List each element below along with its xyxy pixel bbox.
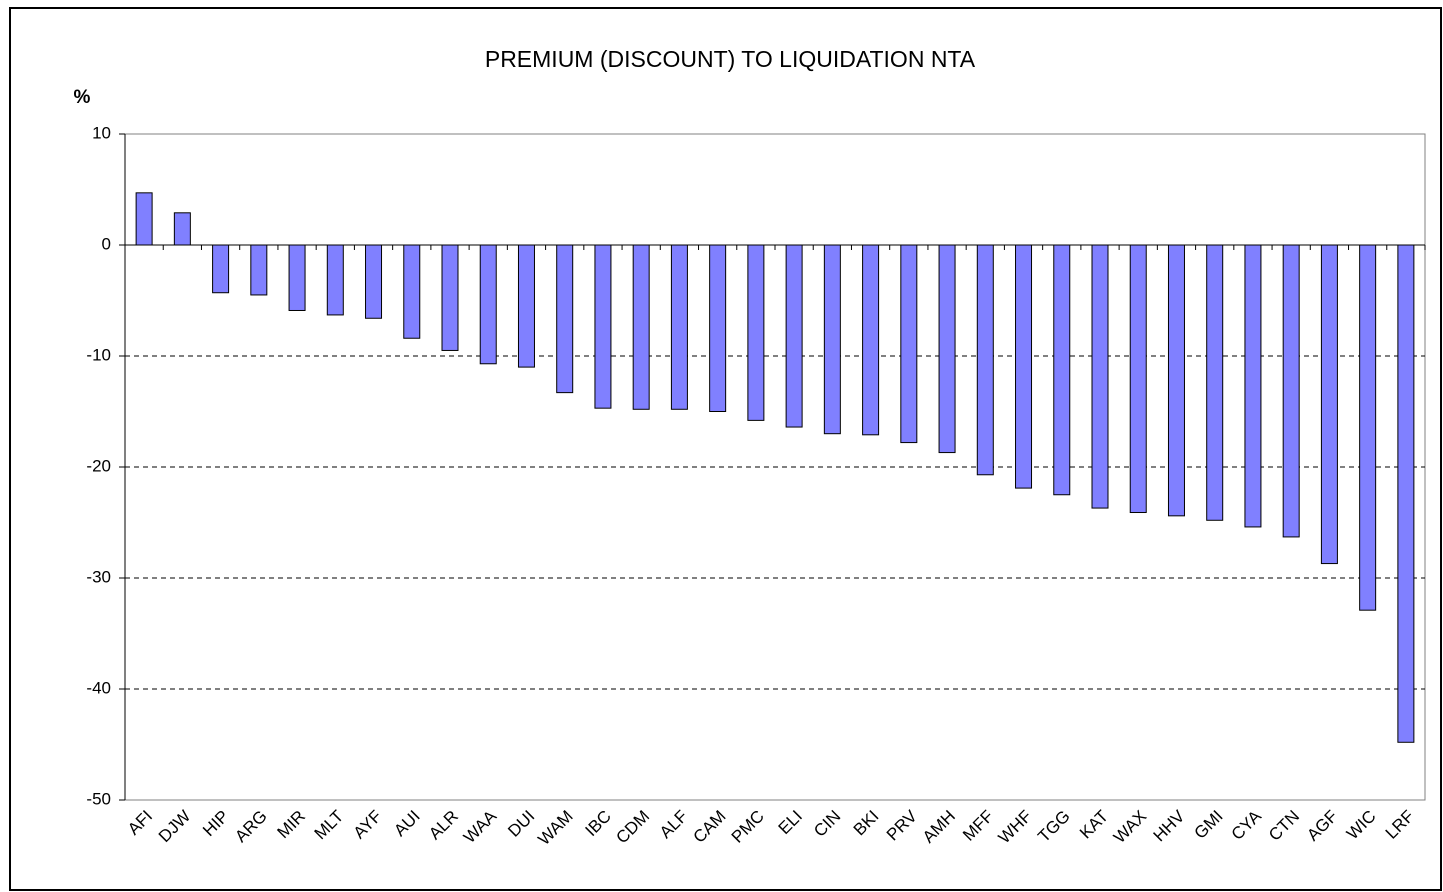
y-tick-label: -30: [86, 567, 111, 586]
bar: [1244, 244, 1262, 528]
bar: [670, 244, 688, 410]
bar: [173, 212, 191, 246]
y-tick-label: 0: [102, 234, 111, 253]
chart-title: PREMIUM (DISCOUNT) TO LIQUIDATION NTA: [485, 46, 976, 72]
bar: [1206, 244, 1224, 521]
y-tick-label: -50: [86, 789, 111, 808]
bar: [403, 244, 421, 339]
bar: [365, 244, 383, 319]
bar: [1129, 244, 1147, 514]
bar: [1167, 244, 1185, 517]
bar: [556, 244, 574, 394]
y-tick-label: -10: [86, 345, 111, 364]
y-tick-label: 10: [92, 123, 111, 142]
bar: [632, 244, 650, 410]
bar: [862, 244, 880, 436]
bar: [976, 244, 994, 476]
bar: [1397, 244, 1415, 743]
bar: [212, 244, 230, 294]
bar: [1053, 244, 1071, 496]
y-axis-label: %: [74, 87, 91, 108]
bar: [1359, 244, 1377, 611]
bar: [1091, 244, 1109, 509]
bar: [823, 244, 841, 435]
bar: [479, 244, 497, 365]
bar: [709, 244, 727, 412]
bar: [441, 244, 459, 351]
bar: [938, 244, 956, 454]
y-tick-label: -20: [86, 456, 111, 475]
bar: [1320, 244, 1338, 565]
bar: [900, 244, 918, 444]
bar: [594, 244, 612, 409]
y-tick-label: -40: [86, 678, 111, 697]
bar: [250, 244, 268, 296]
bar: [747, 244, 765, 421]
bar: [1015, 244, 1033, 489]
bar: [135, 192, 153, 246]
bar: [785, 244, 803, 428]
bar: [288, 244, 306, 311]
bar: [326, 244, 344, 316]
bar: [517, 244, 535, 368]
bar: [1282, 244, 1300, 538]
